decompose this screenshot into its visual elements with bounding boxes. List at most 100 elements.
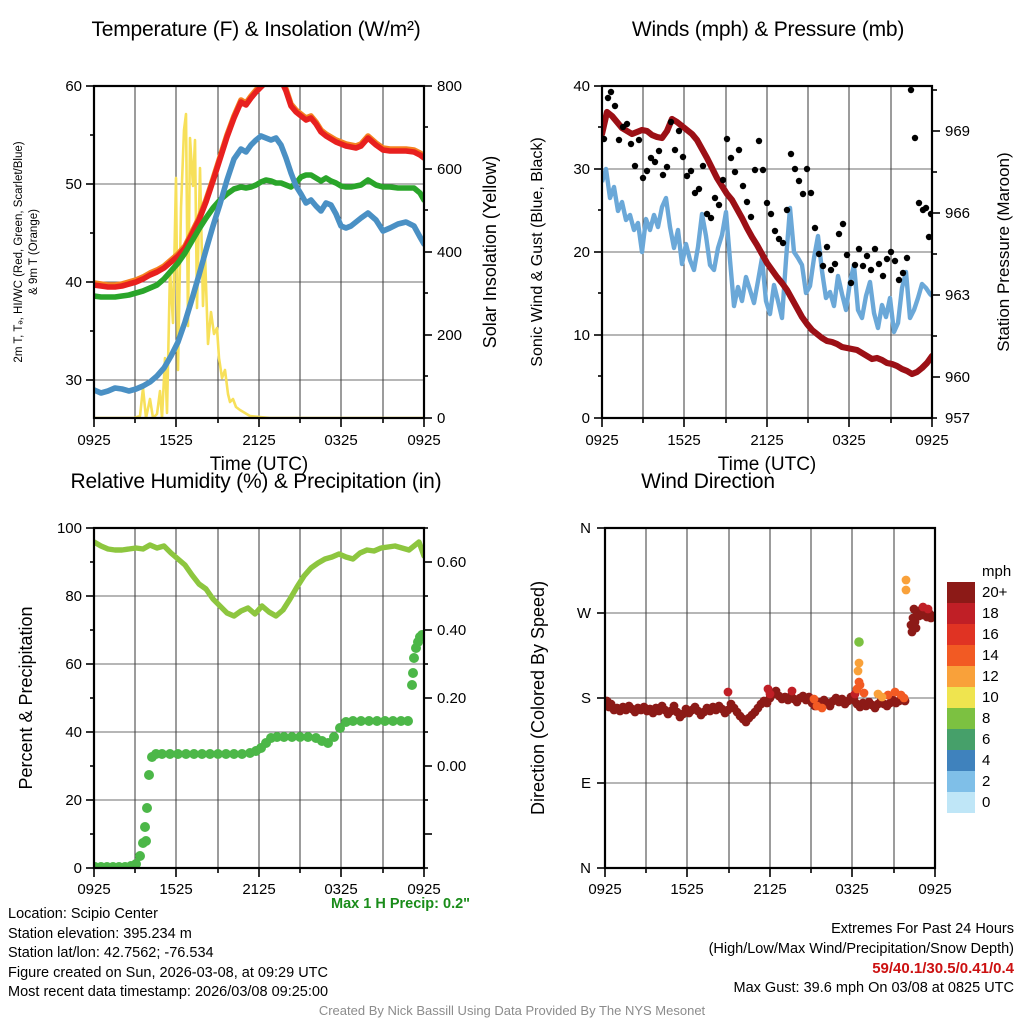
winddir-chart-title: Wind Direction: [641, 470, 775, 493]
winds-left-ticks: [594, 85, 602, 419]
winddir-xtick-0: 0925: [588, 881, 621, 898]
humidity-ytick-100: 100: [57, 520, 82, 537]
winddir-colorbar: [947, 582, 975, 813]
winds-ytick-30: 30: [573, 161, 590, 178]
winds-series-group: [602, 108, 932, 378]
temperature-yaxis-label-line1: 2m T, Tₔ, HI/WC (Red, Green, Scarlet/Blu…: [13, 141, 25, 362]
station-location: Location: Scipio Center: [8, 906, 158, 922]
temperature-ytick-60: 60: [65, 78, 82, 95]
data-timestamp: Most recent data timestamp: 2026/03/08 0…: [8, 984, 329, 1000]
winddir-ytick-S: S: [581, 690, 591, 707]
temperature-ytick-40: 40: [65, 274, 82, 291]
humidity-panel: Relative Humidity (%) & Precipitation (i…: [0, 470, 512, 900]
winds-ytick-right-969: 969: [945, 123, 970, 140]
winds-ytick-10: 10: [573, 327, 590, 344]
max-precip-note: Max 1 H Precip: 0.2": [331, 896, 471, 912]
credit-line: Created By Nick Bassill Using Data Provi…: [318, 1003, 706, 1018]
colorbar-tick-0: 0: [982, 794, 990, 811]
colorbar-tick-20plus: 20+: [982, 584, 1008, 601]
temperature-panel: Temperature (F) & Insolation (W/m²): [0, 18, 512, 478]
humidity-xtick-0: 0925: [77, 881, 110, 898]
series-station-pressure-maroon: [602, 108, 932, 378]
winddir-x-ticks: [604, 868, 936, 877]
station-info-block: Location: Scipio Center Station elevatio…: [8, 905, 328, 1003]
winds-x-ticks: [601, 418, 933, 427]
winds-ytick-40: 40: [573, 78, 590, 95]
winds-xtick-3: 0325: [832, 432, 865, 449]
winds-chart-svg: 40 30 20 10 0 969 966 963 960 957: [529, 78, 1013, 475]
winddir-ytick-W: W: [577, 605, 592, 622]
winds-right-ticks: [932, 89, 940, 419]
station-latlon: Station lat/lon: 42.7562; -76.534: [8, 945, 214, 961]
humidity-ytick-20: 20: [65, 792, 82, 809]
series-2m-temp-red: [94, 86, 424, 290]
colorbar-tick-14: 14: [982, 647, 999, 664]
temperature-xtick-2: 2125: [242, 432, 275, 449]
extremes-block: Extremes For Past 24 Hours (High/Low/Max…: [709, 920, 1014, 998]
humidity-right-ticks: [424, 527, 432, 869]
humidity-chart-svg: 100 80 60 40 20 0 0.60 0.40 0.20 0.00: [16, 520, 466, 898]
winds-xtick-4: 0925: [915, 432, 948, 449]
winddir-scatter-points: [605, 575, 935, 727]
humidity-ytick-right-020: 0.20: [437, 690, 466, 707]
colorbar-tick-4: 4: [982, 752, 990, 769]
winddir-xtick-1: 1525: [670, 881, 703, 898]
colorbar-tick-10: 10: [982, 689, 999, 706]
humidity-vgridlines: [134, 528, 384, 868]
humidity-ytick-40: 40: [65, 724, 82, 741]
winds-gust-dots: [602, 86, 932, 287]
winds-ytick-right-966: 966: [945, 205, 970, 222]
humidity-ytick-right-000: 0.00: [437, 758, 466, 775]
winds-xtick-1: 1525: [667, 432, 700, 449]
winds-xtick-2: 2125: [750, 432, 783, 449]
humidity-x-ticks: [93, 868, 425, 877]
figure-created: Figure created on Sun, 2026-03-08, at 09…: [8, 964, 328, 981]
colorbar-tick-6: 6: [982, 731, 990, 748]
series-dewpoint-green: [94, 172, 424, 300]
temperature-ytick-right-800: 800: [437, 78, 462, 95]
temperature-ytick-right-400: 400: [437, 244, 462, 261]
humidity-series-group: [94, 539, 424, 619]
temperature-x-ticks: [93, 418, 425, 427]
humidity-left-ticks: [86, 527, 94, 869]
temperature-xtick-0: 0925: [77, 432, 110, 449]
colorbar-tick-8: 8: [982, 710, 990, 727]
humidity-xtick-3: 0325: [324, 881, 357, 898]
temperature-ytick-30: 30: [65, 372, 82, 389]
temperature-ytick-50: 50: [65, 176, 82, 193]
extremes-title: Extremes For Past 24 Hours: [831, 921, 1014, 937]
humidity-ytick-0: 0: [74, 860, 82, 877]
temperature-yaxis-right-label: Solar Insolation (Yellow): [480, 156, 500, 348]
temperature-right-ticks: [424, 85, 432, 419]
temperature-xtick-1: 1525: [159, 432, 192, 449]
temperature-left-ticks: [86, 85, 94, 381]
temperature-ytick-right-600: 600: [437, 161, 462, 178]
winddir-yaxis-label: Direction (Colored By Speed): [528, 581, 548, 815]
temperature-xtick-4: 0925: [407, 432, 440, 449]
humidity-xtick-2: 2125: [242, 881, 275, 898]
winddir-ytick-N-bottom: N: [580, 860, 591, 877]
temperature-chart-svg: 60 50 40 30 800 600 400 200 0: [13, 78, 500, 475]
winds-ytick-right-957: 957: [945, 410, 970, 427]
temperature-yaxis-label-line2: & 9m T (Orange): [28, 209, 40, 295]
winddir-ytick-N-top: N: [580, 520, 591, 537]
temperature-xtick-3: 0325: [324, 432, 357, 449]
winds-xtick-0: 0925: [585, 432, 618, 449]
winddir-panel: Wind Direction: [512, 470, 1024, 900]
winddir-xtick-4: 0925: [918, 881, 951, 898]
station-elevation: Station elevation: 395.234 m: [8, 925, 192, 942]
extremes-subtitle: (High/Low/Max Wind/Precipitation/Snow De…: [708, 940, 1014, 957]
series-sonic-wind-blue: [602, 166, 932, 335]
humidity-yaxis-label: Percent & Precipitation: [16, 606, 36, 789]
winds-ytick-20: 20: [573, 244, 590, 261]
temperature-ytick-right-0: 0: [437, 410, 445, 427]
humidity-chart-title: Relative Humidity (%) & Precipitation (i…: [70, 470, 442, 493]
winds-yaxis-label: Sonic Wind & Gust (Blue, Black): [529, 137, 546, 366]
winds-ytick-0: 0: [582, 410, 590, 427]
humidity-xtick-4: 0925: [407, 881, 440, 898]
winddir-left-ticks: [597, 527, 605, 869]
humidity-ytick-80: 80: [65, 588, 82, 605]
winddir-chart-svg: N W S E N 0925 1525 2125 0325 0925 Direc…: [528, 520, 1011, 898]
colorbar-tick-12: 12: [982, 668, 999, 685]
